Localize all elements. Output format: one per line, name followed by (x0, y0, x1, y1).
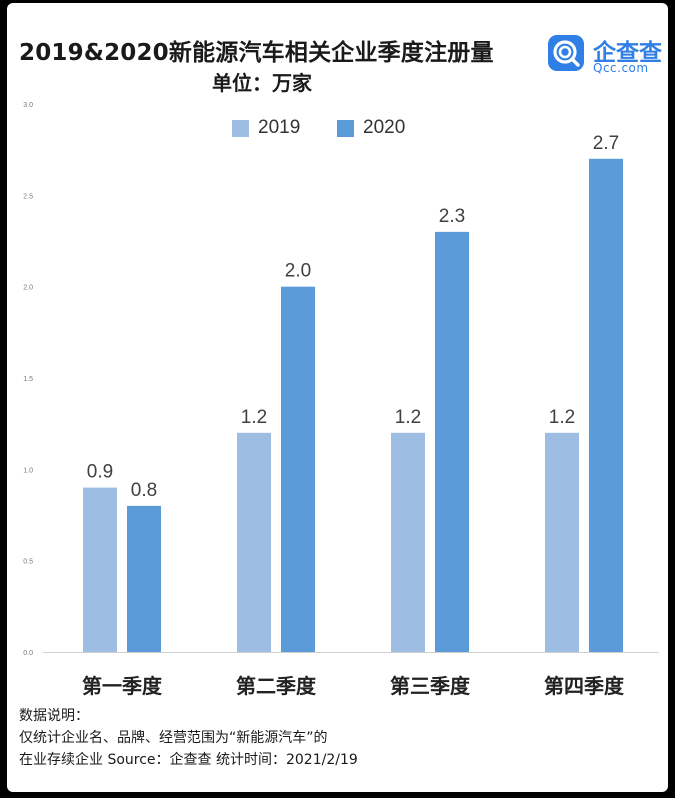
bar-2019-q3 (391, 432, 425, 652)
legend-label-2019: 2019 (258, 117, 301, 138)
chart-unit: 单位：万家 (212, 71, 312, 95)
data-label-2019-q4: 1.2 (549, 407, 575, 428)
y-tick-label: 0.0 (23, 650, 33, 657)
logo-name-en: Qcc.com (593, 61, 649, 75)
bar-2020-q4 (589, 158, 623, 653)
y-tick-label: 2.0 (23, 285, 33, 292)
bar-2019-q1 (83, 487, 117, 652)
x-tick-label-q4: 第四季度 (544, 674, 625, 698)
data-label-2020-q4: 2.7 (593, 133, 619, 154)
chart-title: 2019&2020新能源汽车相关企业季度注册量 (19, 40, 494, 66)
bar-2020-q2 (281, 286, 315, 652)
logo-name-cn: 企查查 (593, 40, 662, 66)
notes-line-1: 仅统计企业名、品牌、经营范围为“新能源汽车”的 (19, 730, 328, 746)
data-label-2019-q2: 1.2 (241, 407, 267, 428)
y-tick-label: 0.5 (23, 559, 33, 566)
bar-2019-q4 (545, 432, 579, 652)
data-label-2020-q2: 2.0 (285, 261, 311, 282)
data-label-2020-q3: 2.3 (439, 206, 465, 227)
y-tick-label: 1.5 (23, 376, 33, 383)
notes-heading: 数据说明： (19, 708, 89, 724)
legend-swatch-2019 (232, 119, 249, 137)
chart-panel: 2019&2020新能源汽车相关企业季度注册量 单位：万家 企查查 Qcc.co… (7, 3, 668, 792)
bar-2019-q2 (237, 432, 271, 652)
data-label-2019-q3: 1.2 (395, 407, 421, 428)
y-tick-label: 1.0 (23, 467, 33, 474)
legend-item-2019: 2019 (232, 116, 300, 140)
notes-line-2: 在业存续企业 Source：企查查 统计时间：2021/2/19 (19, 752, 358, 768)
bar-chart: 0.0 0.5 1.0 1.5 2.0 2.5 3.0 0.9 0.8 第一季度 1.2 2.0 第二季… (23, 102, 659, 698)
x-tick-label-q3: 第三季度 (390, 674, 471, 698)
data-notes: 数据说明： 仅统计企业名、品牌、经营范围为“新能源汽车”的 在业存续企业 Sou… (19, 705, 358, 771)
x-tick-label-q2: 第二季度 (236, 674, 317, 698)
legend-item-2020: 2020 (337, 116, 405, 140)
bar-2020-q3 (435, 231, 469, 652)
legend-label-2020: 2020 (363, 117, 406, 138)
data-label-2020-q1: 0.8 (131, 480, 157, 501)
y-tick-label: 3.0 (23, 102, 33, 109)
legend-swatch-2020 (337, 119, 354, 137)
qcc-logo-icon (548, 35, 584, 71)
y-tick-label: 2.5 (23, 193, 33, 200)
bar-2020-q1 (127, 505, 161, 652)
x-tick-label-q1: 第一季度 (82, 674, 163, 698)
data-label-2019-q1: 0.9 (87, 462, 113, 483)
